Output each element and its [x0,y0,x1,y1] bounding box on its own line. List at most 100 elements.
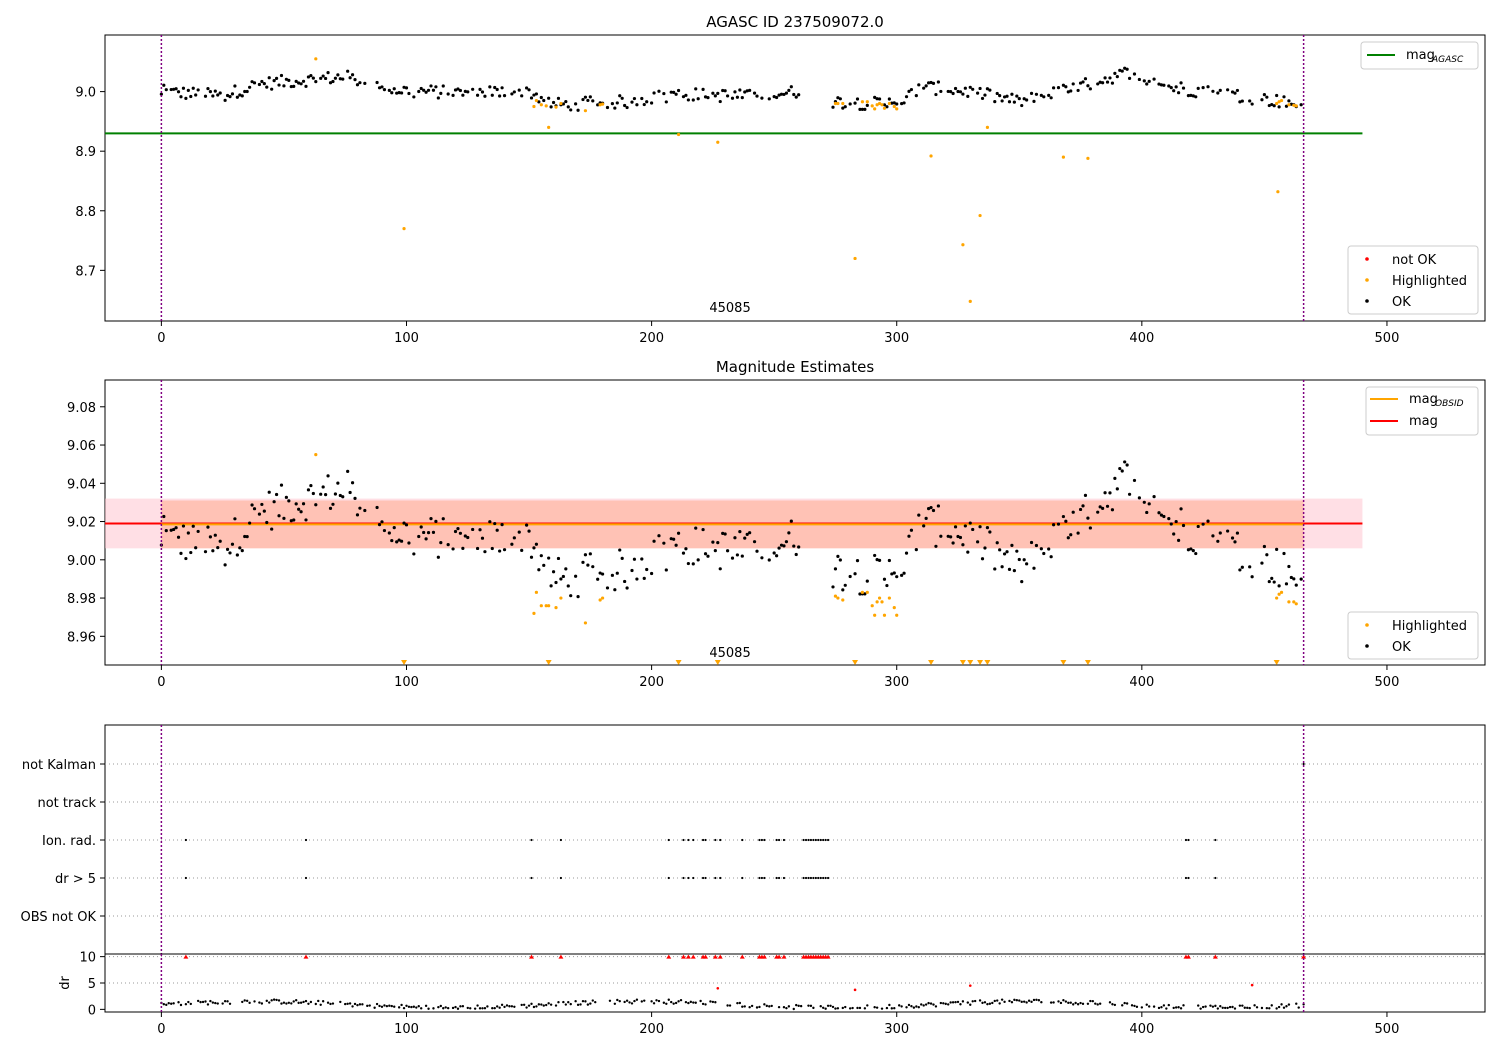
legend-label: OK [1392,640,1411,655]
ok-point [549,105,553,109]
ok-point [909,528,914,532]
dr-flag-point [184,876,187,880]
ok-point [498,94,502,98]
ok-point [1157,82,1161,86]
x-tick-label: 200 [639,675,664,690]
ok-point [164,88,168,92]
outlier-marker [852,660,859,665]
ok-point [922,86,926,90]
dr-point [1204,1005,1207,1008]
ok-point [985,87,990,91]
ok-point [1132,72,1137,76]
dr-point [920,1003,923,1006]
ok-point [743,536,747,540]
dr-flag-point [692,876,695,880]
ok-point [174,87,178,91]
dr-point [824,1007,827,1010]
ok-point [1118,466,1122,471]
highlighted-point [547,604,551,608]
outlier-marker [545,660,552,665]
ok-point [723,532,727,536]
x-tick-label: 300 [884,331,909,346]
dr-red-point [1250,983,1254,987]
dr-point [1157,1006,1161,1010]
dr-point [726,1004,729,1007]
ok-point [632,96,637,101]
ok-point [939,89,943,94]
outlier-marker [984,660,991,665]
ok-point [713,549,717,553]
dr-point [704,1003,707,1006]
ion-rad-flag-point [741,838,744,842]
ok-point [645,567,649,572]
highlighted-point [880,600,884,604]
ok-point [882,103,887,107]
ok-point [399,91,404,95]
ok-point [976,91,980,95]
dr-point [329,1002,332,1006]
ok-point [885,583,889,588]
ok-point [924,516,928,520]
ok-point [1240,565,1244,569]
ok-point [1120,469,1124,473]
ok-point [1066,90,1070,94]
ok-point [1088,87,1092,91]
ok-point [951,91,955,96]
ok-point [566,105,570,109]
highlighted-point [1292,600,1296,604]
ok-point [478,87,482,91]
ok-point [162,514,166,519]
ok-point [176,90,181,94]
dr-point [1121,1004,1124,1007]
ok-point [875,558,879,562]
ok-point [738,530,742,534]
dr-point [662,1001,666,1004]
ok-point [1142,500,1146,504]
ok-point [377,523,382,527]
ok-point [346,469,350,473]
ok-point [355,513,360,517]
highlighted-point [895,613,899,617]
dr-point [971,1000,974,1003]
ok-point [1181,86,1186,90]
ok-point [1103,76,1107,80]
dr-point [417,1005,420,1008]
ok-point [1108,491,1112,495]
dr-point [885,1006,889,1010]
dr-point [1020,1000,1023,1004]
dr-point [765,1004,769,1008]
ok-point [623,103,627,108]
ok-point [426,531,431,535]
dr-point [1027,999,1031,1002]
dr-point [858,1006,862,1010]
ion-rad-flag-point [760,838,764,842]
dr-point [486,1005,489,1008]
ok-point [887,558,891,563]
ok-point [380,85,384,89]
dr-point [1125,1002,1129,1005]
ok-point [966,550,970,554]
ok-point [936,504,940,508]
dr-point [285,1002,288,1005]
dr-point [944,1002,947,1006]
dr-point [439,1004,443,1008]
ok-point [510,542,514,546]
y-tick-label: 0 [88,1003,96,1018]
ok-point [600,572,605,576]
legend-label: mag [1409,392,1438,407]
ok-point [417,534,421,539]
dr-point [736,1001,739,1005]
dr-point [1030,1000,1033,1004]
ok-point [730,96,735,100]
ok-point [863,592,867,596]
dr-flag-point [1187,876,1190,880]
ok-point [672,90,676,94]
ok-point [900,573,904,577]
dr-point [214,1001,217,1005]
dr-flag-point [704,876,707,880]
ok-point [436,555,440,559]
ok-point [1064,85,1068,89]
ok-point [686,98,690,102]
ok-point [358,506,362,510]
dr-point [1123,1001,1126,1005]
